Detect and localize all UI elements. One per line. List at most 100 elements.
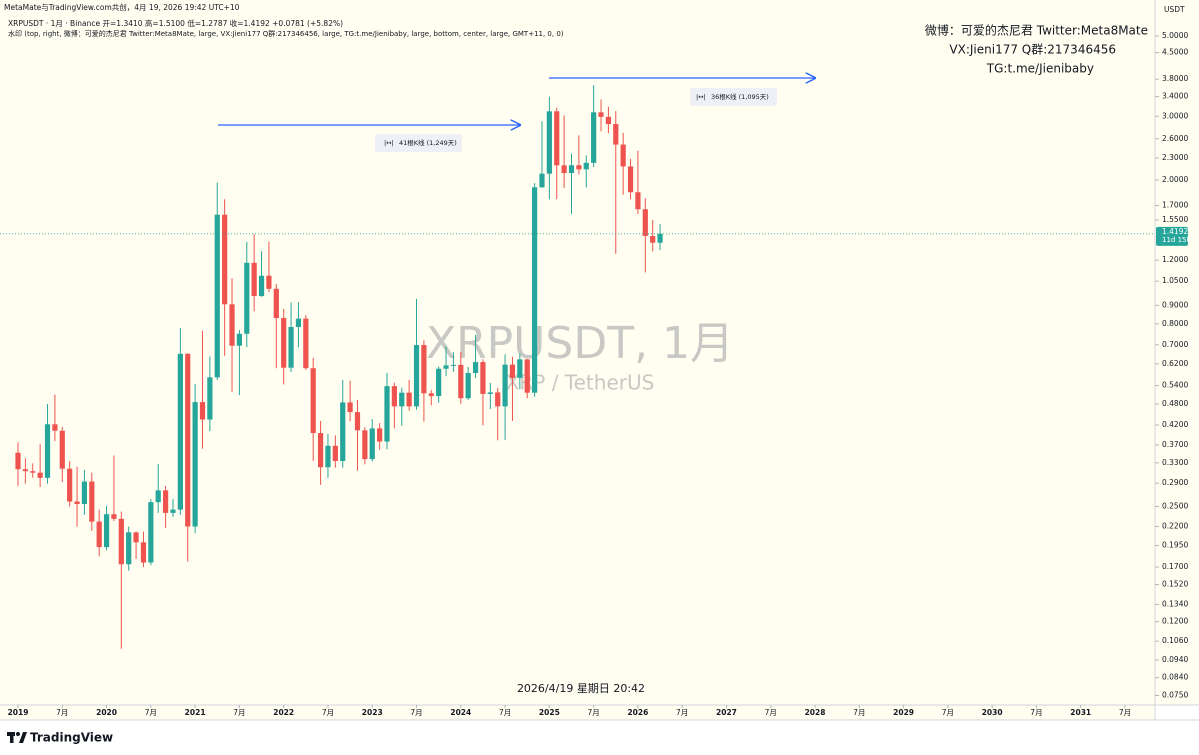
candle-body bbox=[598, 112, 604, 117]
candle-body bbox=[258, 275, 265, 297]
y-tick-label: 0.2900 bbox=[1162, 478, 1188, 487]
candle-body bbox=[59, 430, 65, 469]
plot-area bbox=[0, 0, 1155, 705]
x-tick-label: 2023 bbox=[362, 708, 383, 717]
y-tick-label: 2.3000 bbox=[1162, 153, 1188, 162]
candle-body bbox=[635, 192, 641, 210]
countdown-label: 11d 15h bbox=[1162, 236, 1191, 244]
candle-body bbox=[207, 377, 213, 420]
y-tick-label: 0.1200 bbox=[1162, 617, 1188, 626]
candle-body bbox=[332, 445, 338, 461]
indicator-legend: 水印 (top, right, 微博：可爱的杰尼君 Twitter:Meta8M… bbox=[8, 29, 564, 38]
candle-body bbox=[22, 469, 28, 472]
candle-body bbox=[472, 362, 479, 373]
x-tick-label: 7月 bbox=[322, 708, 334, 717]
top-watermark: TG:t.me/Jienibaby bbox=[986, 62, 1094, 76]
x-tick-label: 2029 bbox=[893, 708, 914, 717]
y-tick-label: 0.2500 bbox=[1162, 501, 1188, 510]
x-tick-label: 2019 bbox=[8, 708, 29, 717]
x-tick-label: 2025 bbox=[539, 708, 560, 717]
y-tick-label: 0.1060 bbox=[1162, 636, 1188, 645]
range-label: 41根K线 (1,249天) bbox=[399, 138, 457, 147]
logo-part bbox=[16, 732, 20, 736]
candle-body bbox=[650, 235, 656, 243]
candle-body bbox=[502, 364, 508, 407]
y-tick-label: 2.6000 bbox=[1162, 134, 1188, 143]
candle-body bbox=[347, 402, 353, 413]
last-price-label: 1.4192 bbox=[1162, 227, 1188, 236]
candle-body bbox=[111, 514, 117, 519]
logo-part bbox=[10, 732, 14, 743]
candle-body bbox=[251, 262, 257, 297]
candle-body bbox=[281, 318, 287, 368]
candle-body bbox=[465, 372, 471, 399]
candle-body bbox=[642, 209, 648, 236]
y-tick-label: 3.8000 bbox=[1162, 74, 1188, 83]
x-tick-label: 2024 bbox=[450, 708, 471, 717]
candle-body bbox=[317, 433, 324, 468]
x-tick-label: 7月 bbox=[1030, 708, 1042, 717]
candle-body bbox=[229, 304, 235, 346]
top-watermark: 微博：可爱的杰尼君 Twitter:Meta8Mate bbox=[925, 23, 1148, 38]
candle-body bbox=[192, 402, 198, 527]
y-tick-label: 0.6200 bbox=[1162, 359, 1188, 368]
y-tick-label: 0.0840 bbox=[1162, 673, 1188, 682]
logo-part bbox=[19, 732, 27, 743]
range-label-box bbox=[690, 88, 777, 106]
range-icon: |↔| bbox=[696, 93, 706, 101]
bottom-watermark: 2026/4/19 星期日 20:42 bbox=[517, 682, 645, 695]
candle-body bbox=[44, 424, 51, 478]
candle-body bbox=[568, 165, 575, 174]
candle-body bbox=[273, 288, 279, 319]
candle-body bbox=[509, 364, 516, 378]
candle-body bbox=[148, 502, 154, 563]
y-tick-label: 1.2000 bbox=[1162, 255, 1188, 264]
y-tick-label: 3.0000 bbox=[1162, 111, 1188, 120]
watermark-layer: XRPUSDT, 1月 XRP / TetherUS bbox=[426, 318, 734, 395]
candle-body bbox=[118, 518, 124, 565]
x-tick-label: 7月 bbox=[410, 708, 422, 717]
candle-body bbox=[377, 428, 383, 442]
x-tick-label: 2021 bbox=[185, 708, 206, 717]
candle-body bbox=[295, 318, 302, 328]
y-tick-label: 0.4200 bbox=[1162, 420, 1188, 429]
candle-body bbox=[428, 393, 434, 397]
candle-body bbox=[369, 428, 375, 460]
candle-body bbox=[185, 353, 191, 527]
x-tick-label: 2022 bbox=[273, 708, 294, 717]
candle-body bbox=[52, 424, 58, 431]
candle-body bbox=[605, 116, 611, 125]
footer: TradingView bbox=[7, 731, 113, 745]
candle-body bbox=[354, 412, 361, 431]
candle-body bbox=[583, 162, 589, 170]
candle-body bbox=[495, 392, 501, 407]
candle-body bbox=[266, 275, 272, 289]
candles bbox=[15, 85, 663, 649]
y-tick-label: 0.3300 bbox=[1162, 458, 1188, 467]
candle-body bbox=[74, 501, 80, 504]
candle-body bbox=[554, 111, 560, 166]
price-axis bbox=[1155, 0, 1199, 705]
candle-body bbox=[244, 262, 250, 334]
candle-body bbox=[67, 468, 73, 502]
x-tick-label: 7月 bbox=[1119, 708, 1131, 717]
name-watermark: XRP / TetherUS bbox=[506, 371, 655, 395]
y-tick-label: 4.5000 bbox=[1162, 48, 1188, 57]
y-tick-label: 3.4000 bbox=[1162, 92, 1188, 101]
x-tick-label: 2028 bbox=[805, 708, 826, 717]
candle-body bbox=[126, 532, 132, 565]
x-tick-label: 2020 bbox=[96, 708, 117, 717]
candle-body bbox=[399, 392, 405, 407]
candle-body bbox=[480, 362, 486, 394]
candle-body bbox=[487, 392, 493, 394]
x-tick-label: 7月 bbox=[233, 708, 245, 717]
brand: TradingView bbox=[30, 731, 113, 745]
candle-body bbox=[517, 359, 523, 378]
x-tick-label: 7月 bbox=[145, 708, 157, 717]
candle-body bbox=[576, 165, 582, 170]
candle-body bbox=[443, 365, 449, 369]
candle-body bbox=[155, 490, 161, 503]
candle-body bbox=[524, 359, 530, 393]
candle-body bbox=[613, 124, 619, 145]
y-tick-label: 0.1700 bbox=[1162, 562, 1188, 571]
